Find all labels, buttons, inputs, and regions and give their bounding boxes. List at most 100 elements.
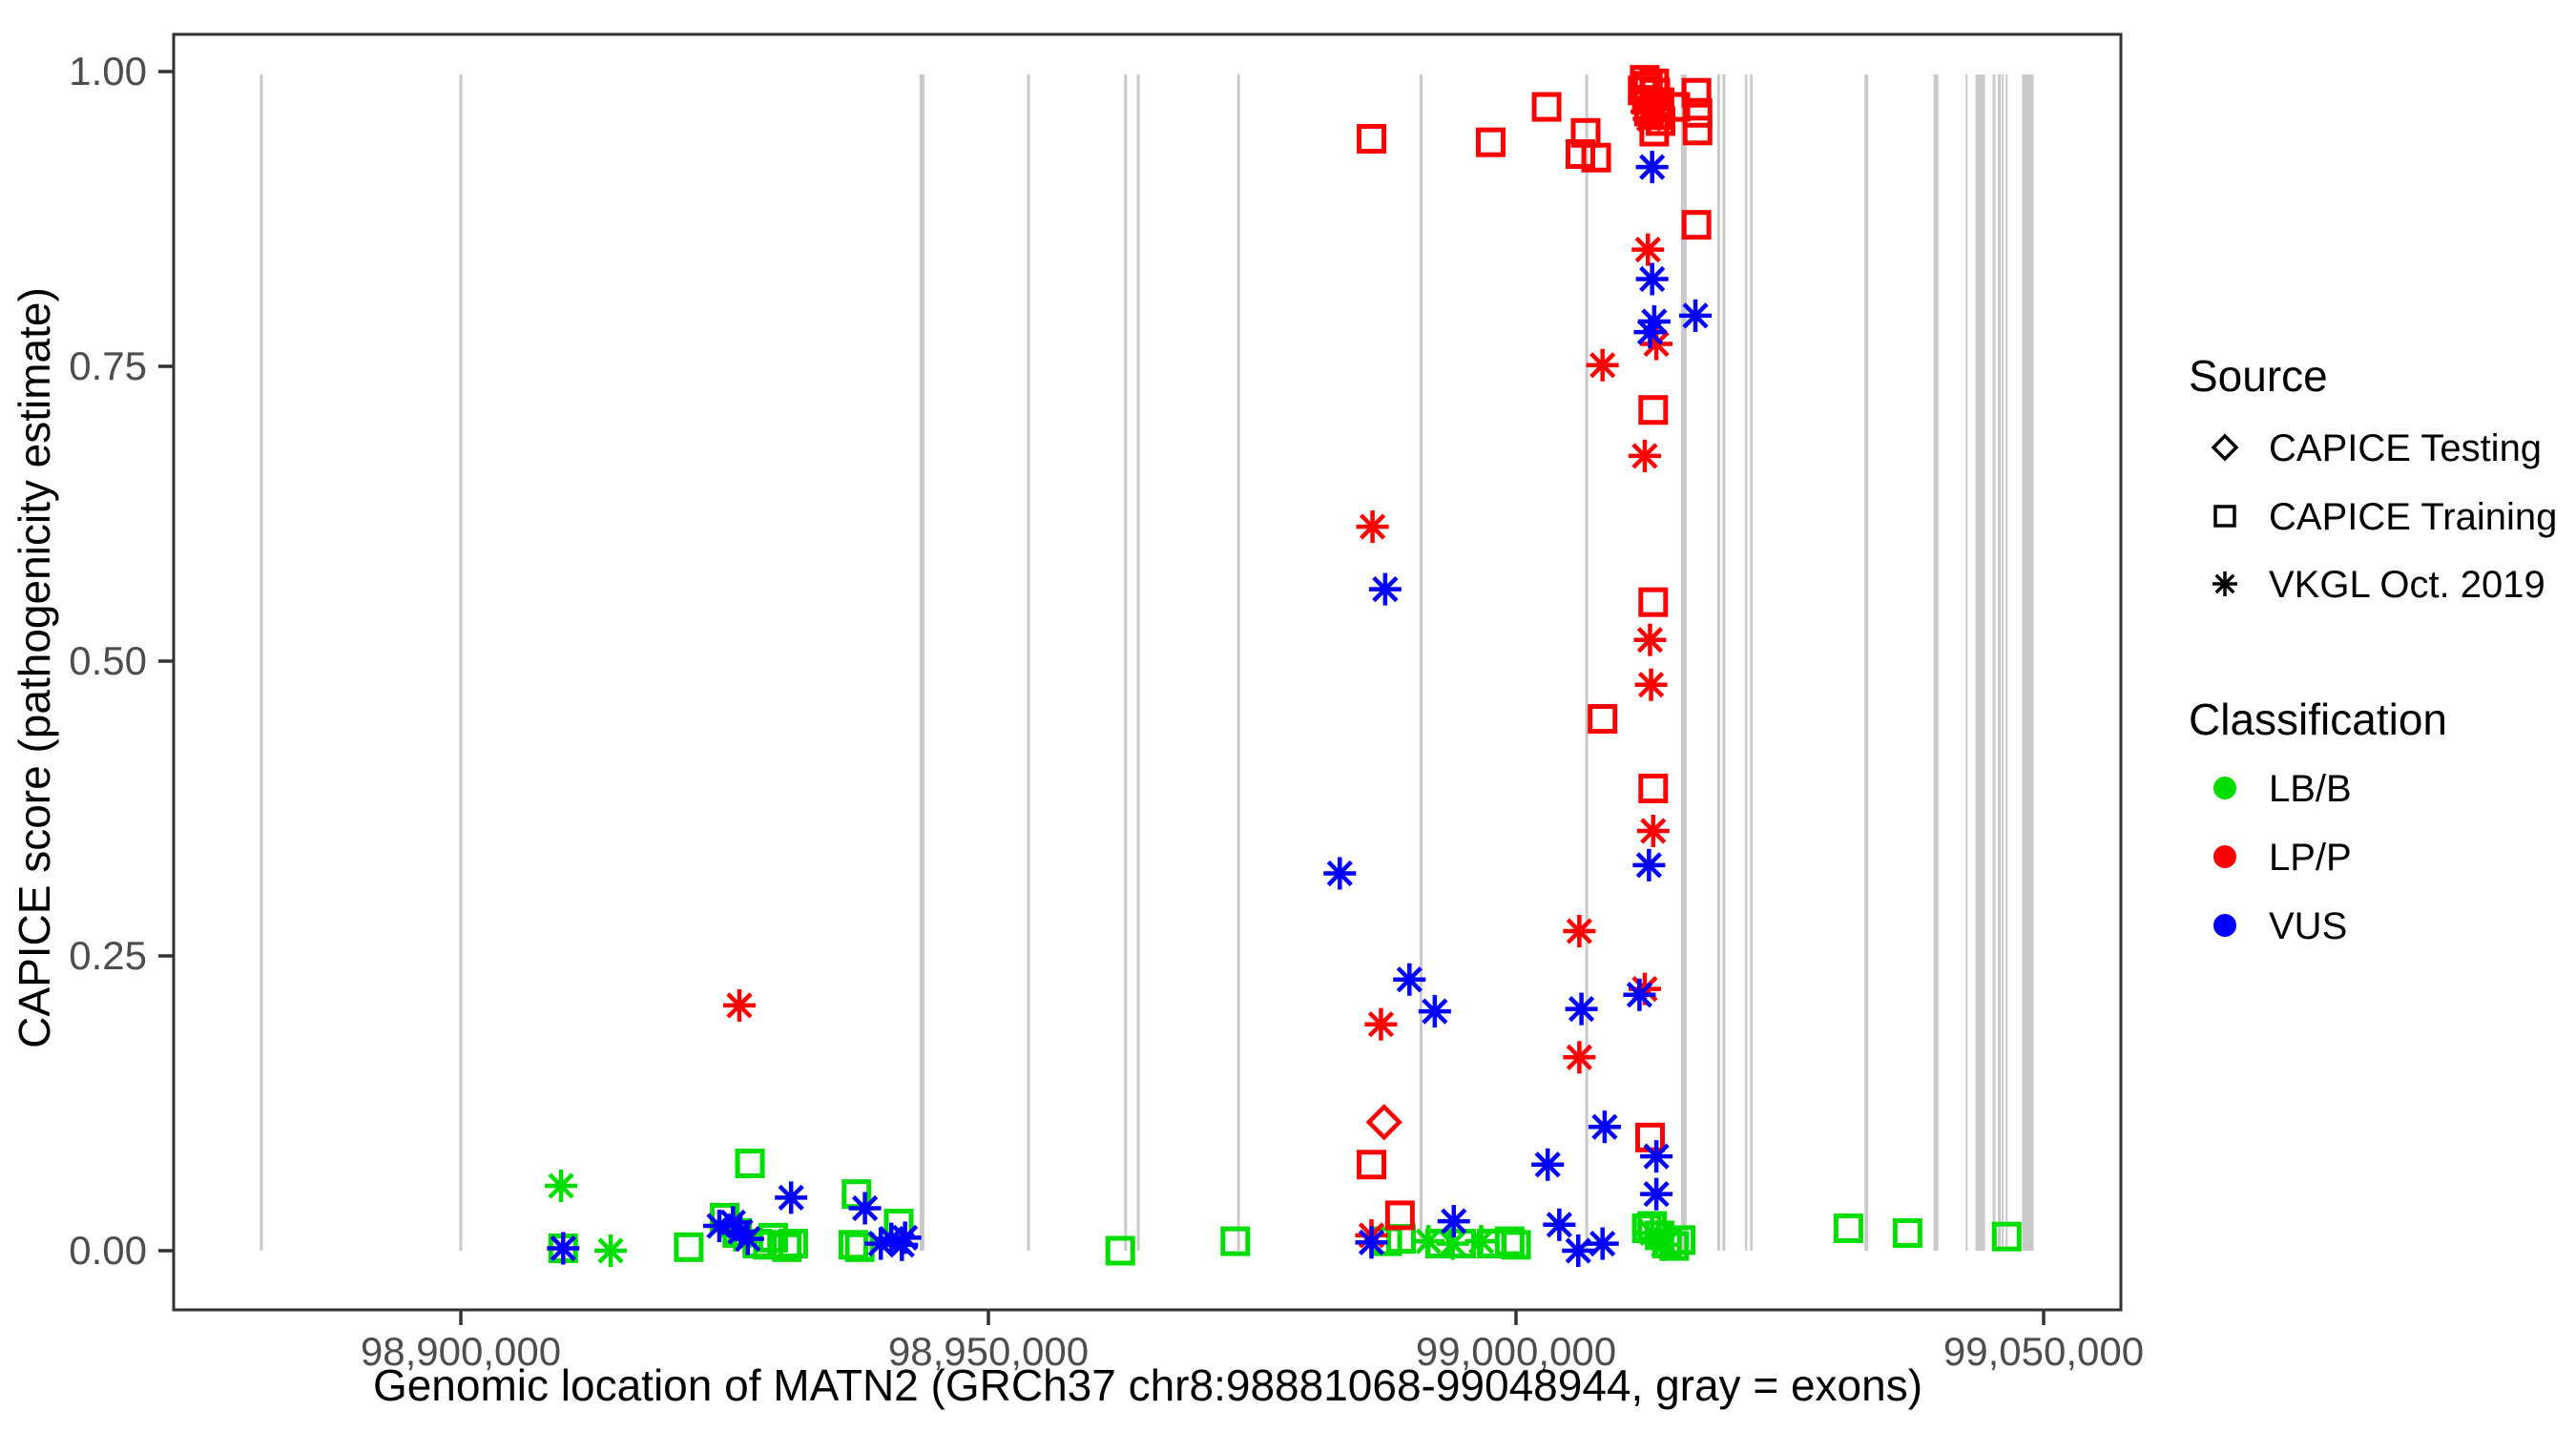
asterisk-stroke bbox=[1643, 1181, 1670, 1208]
data-point-asterisk bbox=[1465, 1225, 1498, 1258]
data-point-asterisk bbox=[1588, 1110, 1621, 1144]
data-point-asterisk bbox=[731, 1222, 764, 1255]
data-point-asterisk bbox=[1628, 439, 1661, 472]
exon-bar bbox=[919, 74, 924, 1251]
data-point-square bbox=[1384, 1200, 1415, 1231]
data-point-square bbox=[1356, 123, 1386, 154]
legend-source: Source CAPICE Testing CAPICE Training VK… bbox=[2189, 351, 2557, 606]
asterisk-stroke bbox=[778, 1184, 804, 1211]
asterisk-stroke bbox=[1359, 513, 1386, 540]
data-point-square bbox=[1638, 395, 1669, 425]
exon-bar bbox=[1236, 74, 1240, 1251]
y-tick-label: 0.00 bbox=[69, 1228, 147, 1273]
exon-bar bbox=[1124, 74, 1128, 1251]
lbb-dot-icon bbox=[2213, 777, 2236, 799]
exon-bar bbox=[1965, 74, 1968, 1251]
data-point-square bbox=[1501, 1230, 1531, 1260]
asterisk-stroke bbox=[1631, 443, 1658, 469]
data-point-asterisk bbox=[1623, 978, 1656, 1011]
asterisk-stroke bbox=[597, 1237, 624, 1264]
data-point-asterisk bbox=[1531, 1148, 1565, 1181]
data-point-asterisk bbox=[545, 1170, 578, 1203]
asterisk-glyph bbox=[2212, 571, 2237, 596]
data-point-asterisk bbox=[594, 1234, 628, 1267]
exon-bar bbox=[1750, 74, 1753, 1251]
exon-bar bbox=[1027, 74, 1030, 1251]
data-point-asterisk bbox=[1632, 848, 1666, 881]
asterisk-icon bbox=[2212, 571, 2237, 596]
data-point-square bbox=[1682, 97, 1713, 128]
asterisk-stroke bbox=[1640, 818, 1667, 844]
asterisk-stroke bbox=[1568, 996, 1595, 1023]
exon-bar bbox=[2005, 74, 2008, 1251]
asterisk-stroke bbox=[548, 1172, 574, 1199]
data-point-square bbox=[1682, 115, 1713, 146]
data-point-square bbox=[778, 1229, 808, 1259]
asterisk-stroke bbox=[851, 1194, 879, 1222]
data-point-asterisk bbox=[1412, 1225, 1445, 1258]
asterisk-stroke bbox=[1415, 1228, 1442, 1255]
data-point-asterisk bbox=[547, 1232, 580, 1265]
asterisk-stroke bbox=[1639, 265, 1666, 293]
data-point-asterisk bbox=[1633, 623, 1667, 656]
data-point-asterisk bbox=[722, 988, 756, 1022]
y-axis-title: CAPICE score (pathogenicity estimate) bbox=[10, 287, 59, 1048]
plot-panel-border bbox=[172, 32, 2123, 1312]
data-point-asterisk bbox=[1436, 1227, 1469, 1260]
x-tick-label: 99,050,000 bbox=[1943, 1329, 2144, 1374]
data-point-asterisk bbox=[1640, 327, 1673, 361]
data-point-square bbox=[1638, 587, 1669, 617]
y-tick-label: 0.25 bbox=[69, 933, 147, 978]
data-point-square bbox=[1220, 1226, 1251, 1256]
y-tick-label: 0.50 bbox=[69, 638, 147, 683]
exon-bar bbox=[1975, 74, 1985, 1251]
data-point-asterisk bbox=[1640, 1177, 1673, 1211]
asterisk-stroke bbox=[1367, 1011, 1395, 1038]
asterisk-stroke bbox=[550, 1234, 576, 1262]
data-point-asterisk bbox=[1679, 299, 1713, 332]
data-point-asterisk bbox=[1631, 233, 1665, 266]
data-point-asterisk bbox=[1356, 510, 1389, 544]
asterisk-stroke bbox=[1546, 1212, 1572, 1238]
data-point-asterisk bbox=[1418, 995, 1451, 1028]
data-point-asterisk bbox=[1636, 814, 1670, 847]
asterisk-stroke bbox=[1566, 1044, 1592, 1070]
data-point-asterisk bbox=[1640, 1140, 1673, 1173]
data-point-square bbox=[1565, 139, 1595, 170]
exon-bar bbox=[2022, 74, 2034, 1251]
data-point-asterisk bbox=[1586, 348, 1619, 382]
exon-bar bbox=[1933, 74, 1939, 1251]
exon-bar bbox=[260, 74, 263, 1251]
data-point-asterisk bbox=[1563, 1041, 1596, 1074]
data-point-asterisk bbox=[848, 1192, 882, 1225]
asterisk-stroke bbox=[1639, 154, 1666, 180]
exon-bar bbox=[1419, 74, 1423, 1251]
legend-item-vus: VUS bbox=[2269, 905, 2347, 947]
data-point-square bbox=[1681, 77, 1712, 108]
data-point-square bbox=[1991, 1221, 2022, 1252]
exon-bar bbox=[1722, 74, 1726, 1251]
asterisk-stroke bbox=[1358, 1229, 1385, 1255]
data-point-asterisk bbox=[1563, 915, 1596, 948]
legend-classification-title: Classification bbox=[2189, 695, 2447, 744]
exon-bar bbox=[1864, 74, 1869, 1251]
asterisk-stroke bbox=[1639, 1219, 1666, 1247]
data-point-square bbox=[674, 1232, 704, 1262]
exon-bar bbox=[2001, 74, 2004, 1251]
data-point-asterisk bbox=[1647, 1228, 1680, 1261]
asterisk-stroke bbox=[892, 1224, 919, 1252]
exon-bar bbox=[1585, 74, 1589, 1251]
asterisk-stroke bbox=[1372, 575, 1399, 603]
asterisk-stroke bbox=[1440, 1230, 1466, 1257]
x-tick-label: 99,000,000 bbox=[1416, 1329, 1616, 1374]
data-point-asterisk bbox=[775, 1181, 808, 1214]
data-point-square bbox=[1105, 1235, 1135, 1266]
y-tick-label: 1.00 bbox=[69, 49, 147, 93]
exon-bar bbox=[1998, 74, 2002, 1251]
asterisk-stroke bbox=[1643, 330, 1670, 358]
legend-item-vkgl: VKGL Oct. 2019 bbox=[2269, 564, 2545, 606]
exon-bar bbox=[459, 74, 463, 1251]
data-point-asterisk bbox=[1635, 151, 1669, 184]
